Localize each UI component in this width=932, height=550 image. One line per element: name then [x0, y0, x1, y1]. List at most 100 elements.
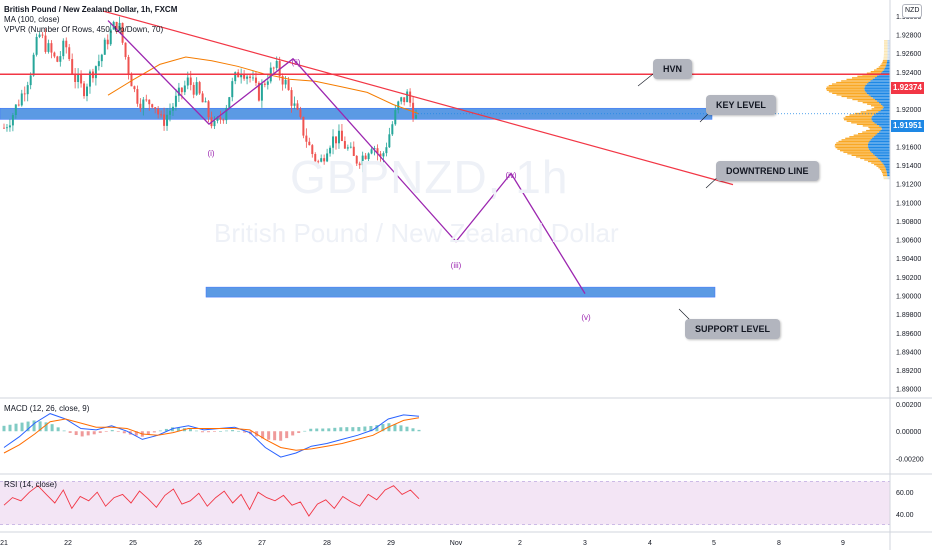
candle-body — [106, 39, 109, 45]
vpvr-bar-up — [883, 53, 888, 56]
vpvr-bar-up — [836, 81, 869, 84]
candle-body — [228, 97, 231, 108]
candle-body — [400, 97, 403, 102]
candle-body — [44, 35, 47, 52]
macd-histogram-bar — [188, 429, 192, 432]
vpvr-bar-up — [836, 142, 869, 144]
macd-histogram-bar — [279, 431, 283, 441]
vpvr-bar-up — [843, 151, 872, 153]
vpvr-bar-up — [883, 57, 888, 59]
price-tick-label: 1.92000 — [896, 107, 921, 114]
vpvr-bar-up — [881, 170, 887, 172]
price-tick-label: 1.89200 — [896, 368, 921, 375]
candle-body — [204, 101, 207, 103]
vpvr-bar-down — [869, 140, 890, 143]
candle-body — [337, 130, 340, 144]
vpvr-bar-down — [877, 100, 890, 102]
candle-body — [3, 127, 5, 129]
time-tick-label: 4 — [648, 540, 652, 547]
macd-histogram-bar — [116, 431, 120, 432]
vpvr-bar-down — [887, 53, 890, 56]
elliott-wave-path — [107, 20, 586, 294]
vpvr-bar-up — [858, 133, 878, 135]
macd-histogram-bar — [62, 430, 66, 432]
symbol-title[interactable]: British Pound / New Zealand Dollar, 1h, … — [4, 5, 178, 14]
macd-histogram-bar — [206, 431, 210, 433]
vpvr-bar-down — [872, 97, 890, 99]
candle-body — [115, 21, 118, 30]
vpvr-bar-up — [864, 159, 880, 161]
candle-body — [388, 134, 391, 148]
vpvr-bar-up — [876, 67, 885, 70]
wave-label: (v) — [581, 313, 591, 322]
vpvr-bar-down — [874, 122, 890, 124]
vpvr-bar-down — [874, 98, 890, 101]
vpvr-bar-down — [886, 63, 890, 65]
vpvr-bar-down — [887, 58, 890, 60]
candle-body — [133, 86, 136, 90]
vpvr-bar-up — [860, 111, 879, 113]
candle-body — [305, 135, 308, 142]
candle-body — [20, 93, 23, 106]
macd-histogram-bar — [26, 421, 30, 432]
macd-histogram-bar — [92, 431, 96, 435]
vpvr-bar-down — [881, 126, 890, 129]
time-tick-label: 25 — [129, 540, 137, 547]
vpvr-bar-down — [875, 112, 890, 115]
candle-body — [311, 145, 314, 155]
vpvr-bar-up — [874, 164, 884, 166]
candle-body — [409, 91, 412, 103]
downtrend-label[interactable]: DOWNTREND LINE — [716, 161, 819, 181]
candle-body — [225, 107, 228, 121]
vpvr-bar-down — [870, 139, 890, 141]
price-tick-label: 1.91000 — [896, 200, 921, 207]
candle-body — [157, 108, 160, 115]
vpvr-bar-up — [866, 109, 881, 112]
candle-body — [142, 99, 145, 109]
wave-label: (ii) — [292, 58, 301, 67]
candle-body — [68, 47, 71, 60]
candle-body — [367, 153, 370, 160]
vpvr-bar-down — [887, 46, 890, 48]
macd-histogram-bar — [393, 424, 397, 432]
vpvr-bar-up — [846, 120, 873, 122]
candle-body — [249, 76, 252, 78]
vpvr-bar-down — [869, 150, 890, 152]
time-tick-label: 21 — [0, 540, 8, 547]
ma-legend[interactable]: MA (100, close) — [4, 15, 60, 24]
vpvr-bar-down — [887, 47, 890, 50]
candle-body — [151, 104, 154, 108]
vpvr-bar-down — [868, 142, 890, 144]
support-level-label[interactable]: SUPPORT LEVEL — [685, 319, 781, 339]
candle-body — [154, 107, 157, 109]
rsi-legend[interactable]: RSI (14, close) — [4, 480, 57, 489]
vpvr-bar-up — [868, 126, 882, 129]
vpvr-bar-up — [879, 168, 886, 170]
hvn-label[interactable]: HVN — [653, 59, 693, 79]
vpvr-bar-down — [883, 164, 890, 166]
candle-body — [100, 54, 103, 62]
vpvr-bar-down — [868, 146, 890, 149]
currency-tag[interactable]: NZD — [902, 4, 923, 18]
candle-body — [299, 109, 302, 117]
macd-legend[interactable]: MACD (12, 26, close, 9) — [4, 404, 90, 413]
vpvr-legend[interactable]: VPVR (Number Of Rows, 450, Up/Down, 70) — [4, 25, 164, 34]
macd-histogram-bar — [8, 424, 12, 432]
candle-body — [23, 93, 26, 95]
candle-body — [86, 86, 88, 97]
candle-body — [376, 148, 379, 154]
vpvr-bar-up — [883, 43, 888, 45]
candle-body — [65, 40, 68, 48]
candle-body — [343, 141, 346, 149]
vpvr-bar-up — [883, 49, 888, 51]
macd-histogram-bar — [303, 430, 307, 432]
candle-body — [260, 83, 263, 101]
key-level-label[interactable]: KEY LEVEL — [706, 95, 776, 115]
vpvr-bar-down — [866, 83, 890, 85]
macd-histogram-bar — [134, 431, 138, 436]
vpvr-bar-down — [881, 128, 890, 130]
candle-body — [287, 79, 290, 91]
vpvr-bar-up — [845, 137, 873, 139]
vpvr-bar-down — [868, 148, 890, 150]
